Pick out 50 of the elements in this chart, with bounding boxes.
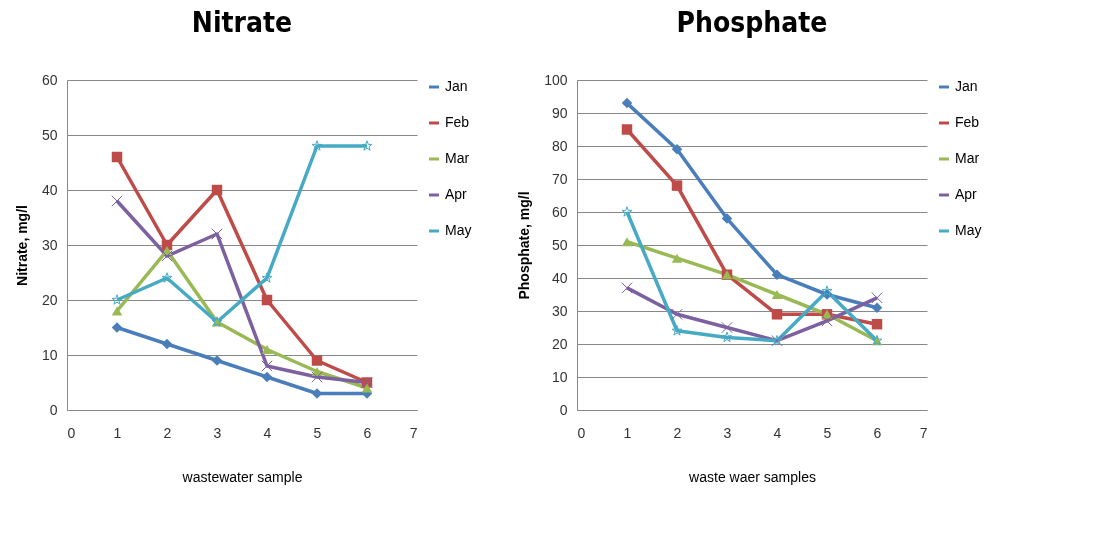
x-tick-label: 7	[409, 424, 418, 441]
y-tick-label: 10	[551, 368, 568, 385]
x-axis-title: waste waer samples	[688, 468, 816, 485]
x-tick-label: 3	[213, 424, 222, 441]
legend-label: Jan	[955, 78, 978, 94]
y-tick-label: 10	[41, 346, 58, 363]
y-tick-label: 0	[49, 401, 58, 418]
legend-label: May	[955, 222, 982, 238]
x-tick-label: 6	[873, 424, 882, 441]
x-tick-label: 6	[363, 424, 372, 441]
chart-title: Nitrate	[191, 6, 293, 39]
y-tick-label: 50	[41, 126, 58, 143]
x-tick-label: 4	[773, 424, 782, 441]
x-tick-label: 2	[673, 424, 682, 441]
y-tick-label: 100	[544, 71, 568, 88]
x-tick-label: 5	[823, 424, 832, 441]
x-tick-label: 0	[67, 424, 76, 441]
legend-label: Mar	[445, 150, 470, 166]
y-tick-label: 0	[559, 401, 568, 418]
y-tick-label: 20	[551, 335, 568, 352]
x-tick-label: 1	[113, 424, 122, 441]
chart-title: Phosphate	[676, 6, 828, 39]
y-tick-label: 70	[551, 170, 568, 187]
x-tick-label: 5	[313, 424, 322, 441]
y-tick-label: 90	[551, 104, 568, 121]
y-axis-title: Phosphate, mg/l	[516, 191, 533, 300]
x-tick-label: 7	[919, 424, 928, 441]
legend-label: Mar	[955, 150, 980, 166]
y-tick-label: 20	[41, 291, 58, 308]
legend-label: Feb	[445, 114, 470, 130]
y-tick-label: 40	[551, 269, 568, 286]
legend-label: Jan	[445, 78, 468, 94]
legend-label: Apr	[445, 186, 468, 202]
x-axis-title: wastewater sample	[181, 468, 303, 485]
x-tick-label: 3	[723, 424, 732, 441]
y-tick-label: 80	[551, 137, 568, 154]
y-tick-label: 60	[41, 71, 58, 88]
y-tick-label: 30	[551, 302, 568, 319]
x-tick-label: 4	[263, 424, 272, 441]
x-tick-label: 2	[163, 424, 172, 441]
legend-label: Feb	[955, 114, 980, 130]
legend-label: Apr	[955, 186, 978, 202]
x-tick-label: 1	[623, 424, 632, 441]
y-tick-label: 40	[41, 181, 58, 198]
y-axis-title: Nitrate, mg/l	[13, 205, 30, 286]
y-tick-label: 60	[551, 203, 568, 220]
x-tick-label: 0	[577, 424, 586, 441]
y-tick-label: 30	[41, 236, 58, 253]
y-tick-label: 50	[551, 236, 568, 253]
legend-label: May	[445, 222, 472, 238]
